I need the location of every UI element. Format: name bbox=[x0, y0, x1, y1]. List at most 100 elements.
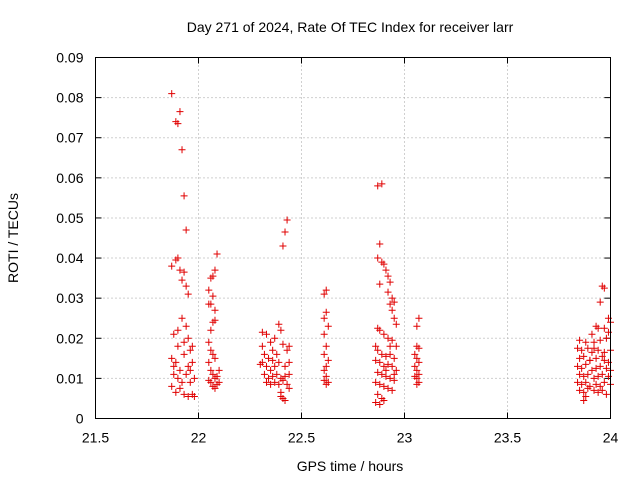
data-point bbox=[279, 376, 287, 384]
data-point bbox=[180, 338, 188, 346]
data-point bbox=[180, 350, 188, 358]
data-point bbox=[386, 374, 394, 382]
data-point bbox=[388, 336, 396, 344]
data-point bbox=[170, 330, 178, 338]
data-point bbox=[584, 344, 592, 352]
axis-ticks bbox=[95, 57, 611, 419]
data-point bbox=[205, 338, 213, 346]
data-point bbox=[388, 362, 396, 370]
data-point bbox=[594, 388, 602, 396]
data-point bbox=[186, 346, 194, 354]
y-tick-label: 0.07 bbox=[56, 130, 83, 146]
data-point bbox=[211, 354, 219, 362]
data-point bbox=[267, 366, 275, 374]
data-point bbox=[598, 352, 606, 360]
data-point bbox=[580, 352, 588, 360]
data-point bbox=[271, 334, 279, 342]
data-point bbox=[600, 348, 608, 356]
data-point bbox=[281, 372, 289, 380]
data-point bbox=[590, 338, 598, 346]
data-point bbox=[262, 378, 270, 386]
data-point bbox=[374, 346, 382, 354]
data-point bbox=[590, 374, 598, 382]
data-point bbox=[386, 342, 394, 350]
data-point bbox=[277, 326, 285, 334]
data-point bbox=[388, 306, 396, 314]
y-tick-label: 0.05 bbox=[56, 210, 83, 226]
data-point bbox=[176, 384, 184, 392]
data-point bbox=[211, 306, 219, 314]
data-point bbox=[180, 192, 188, 200]
data-point bbox=[372, 378, 380, 386]
data-point bbox=[211, 266, 219, 274]
data-point bbox=[592, 380, 600, 388]
data-point bbox=[207, 378, 215, 386]
data-point bbox=[178, 314, 186, 322]
data-point bbox=[602, 364, 610, 372]
data-point bbox=[386, 350, 394, 358]
data-point bbox=[390, 370, 398, 378]
data-point bbox=[576, 354, 584, 362]
x-tick-label: 22.5 bbox=[288, 430, 315, 446]
data-point bbox=[600, 356, 608, 364]
data-point bbox=[324, 356, 332, 364]
data-point bbox=[598, 370, 606, 378]
data-point bbox=[174, 326, 182, 334]
x-tick-label: 22 bbox=[191, 430, 207, 446]
data-point bbox=[168, 262, 176, 270]
data-point bbox=[390, 298, 398, 306]
data-point bbox=[322, 372, 330, 380]
data-point bbox=[269, 372, 277, 380]
data-point bbox=[376, 240, 384, 248]
data-point bbox=[388, 294, 396, 302]
data-point bbox=[262, 362, 270, 370]
data-point bbox=[588, 348, 596, 356]
data-point bbox=[262, 330, 270, 338]
data-point bbox=[207, 366, 215, 374]
data-point bbox=[372, 398, 380, 406]
data-point bbox=[186, 378, 194, 386]
data-point bbox=[374, 182, 382, 190]
data-point bbox=[184, 362, 192, 370]
y-tick-label: 0.09 bbox=[56, 50, 83, 66]
data-point bbox=[176, 108, 184, 116]
data-point bbox=[580, 396, 588, 404]
data-point bbox=[170, 362, 178, 370]
data-point bbox=[413, 366, 421, 374]
data-point bbox=[582, 360, 590, 368]
data-point bbox=[285, 370, 293, 378]
data-point bbox=[590, 386, 598, 394]
tick-labels: 0 0.01 0.02 0.03 0.04 0.05 0.06 0.07 0.08 0.09 21.… bbox=[56, 50, 618, 446]
y-tick-label: 0.03 bbox=[56, 290, 83, 306]
data-point bbox=[283, 346, 291, 354]
x-tick-label: 24 bbox=[603, 430, 619, 446]
data-point bbox=[322, 286, 330, 294]
data-point bbox=[269, 356, 277, 364]
data-point bbox=[279, 242, 287, 250]
data-point bbox=[258, 328, 266, 336]
data-point bbox=[582, 378, 590, 386]
data-point bbox=[376, 380, 384, 388]
data-point bbox=[188, 342, 196, 350]
data-point bbox=[413, 322, 421, 330]
data-point bbox=[392, 320, 400, 328]
data-point bbox=[285, 358, 293, 366]
data-point bbox=[392, 342, 400, 350]
data-point bbox=[372, 356, 380, 364]
data-point bbox=[260, 370, 268, 378]
y-axis-label: ROTI / TECUs bbox=[5, 193, 21, 283]
data-point bbox=[182, 226, 190, 234]
data-point bbox=[215, 378, 223, 386]
y-tick-label: 0.08 bbox=[56, 90, 83, 106]
data-point bbox=[596, 298, 604, 306]
data-point bbox=[386, 300, 394, 308]
data-point bbox=[168, 354, 176, 362]
data-point bbox=[598, 386, 606, 394]
data-point bbox=[322, 380, 330, 388]
data-point bbox=[376, 400, 384, 408]
data-point bbox=[376, 280, 384, 288]
data-point bbox=[265, 354, 273, 362]
data-point bbox=[275, 358, 283, 366]
data-point bbox=[382, 366, 390, 374]
data-point bbox=[320, 350, 328, 358]
